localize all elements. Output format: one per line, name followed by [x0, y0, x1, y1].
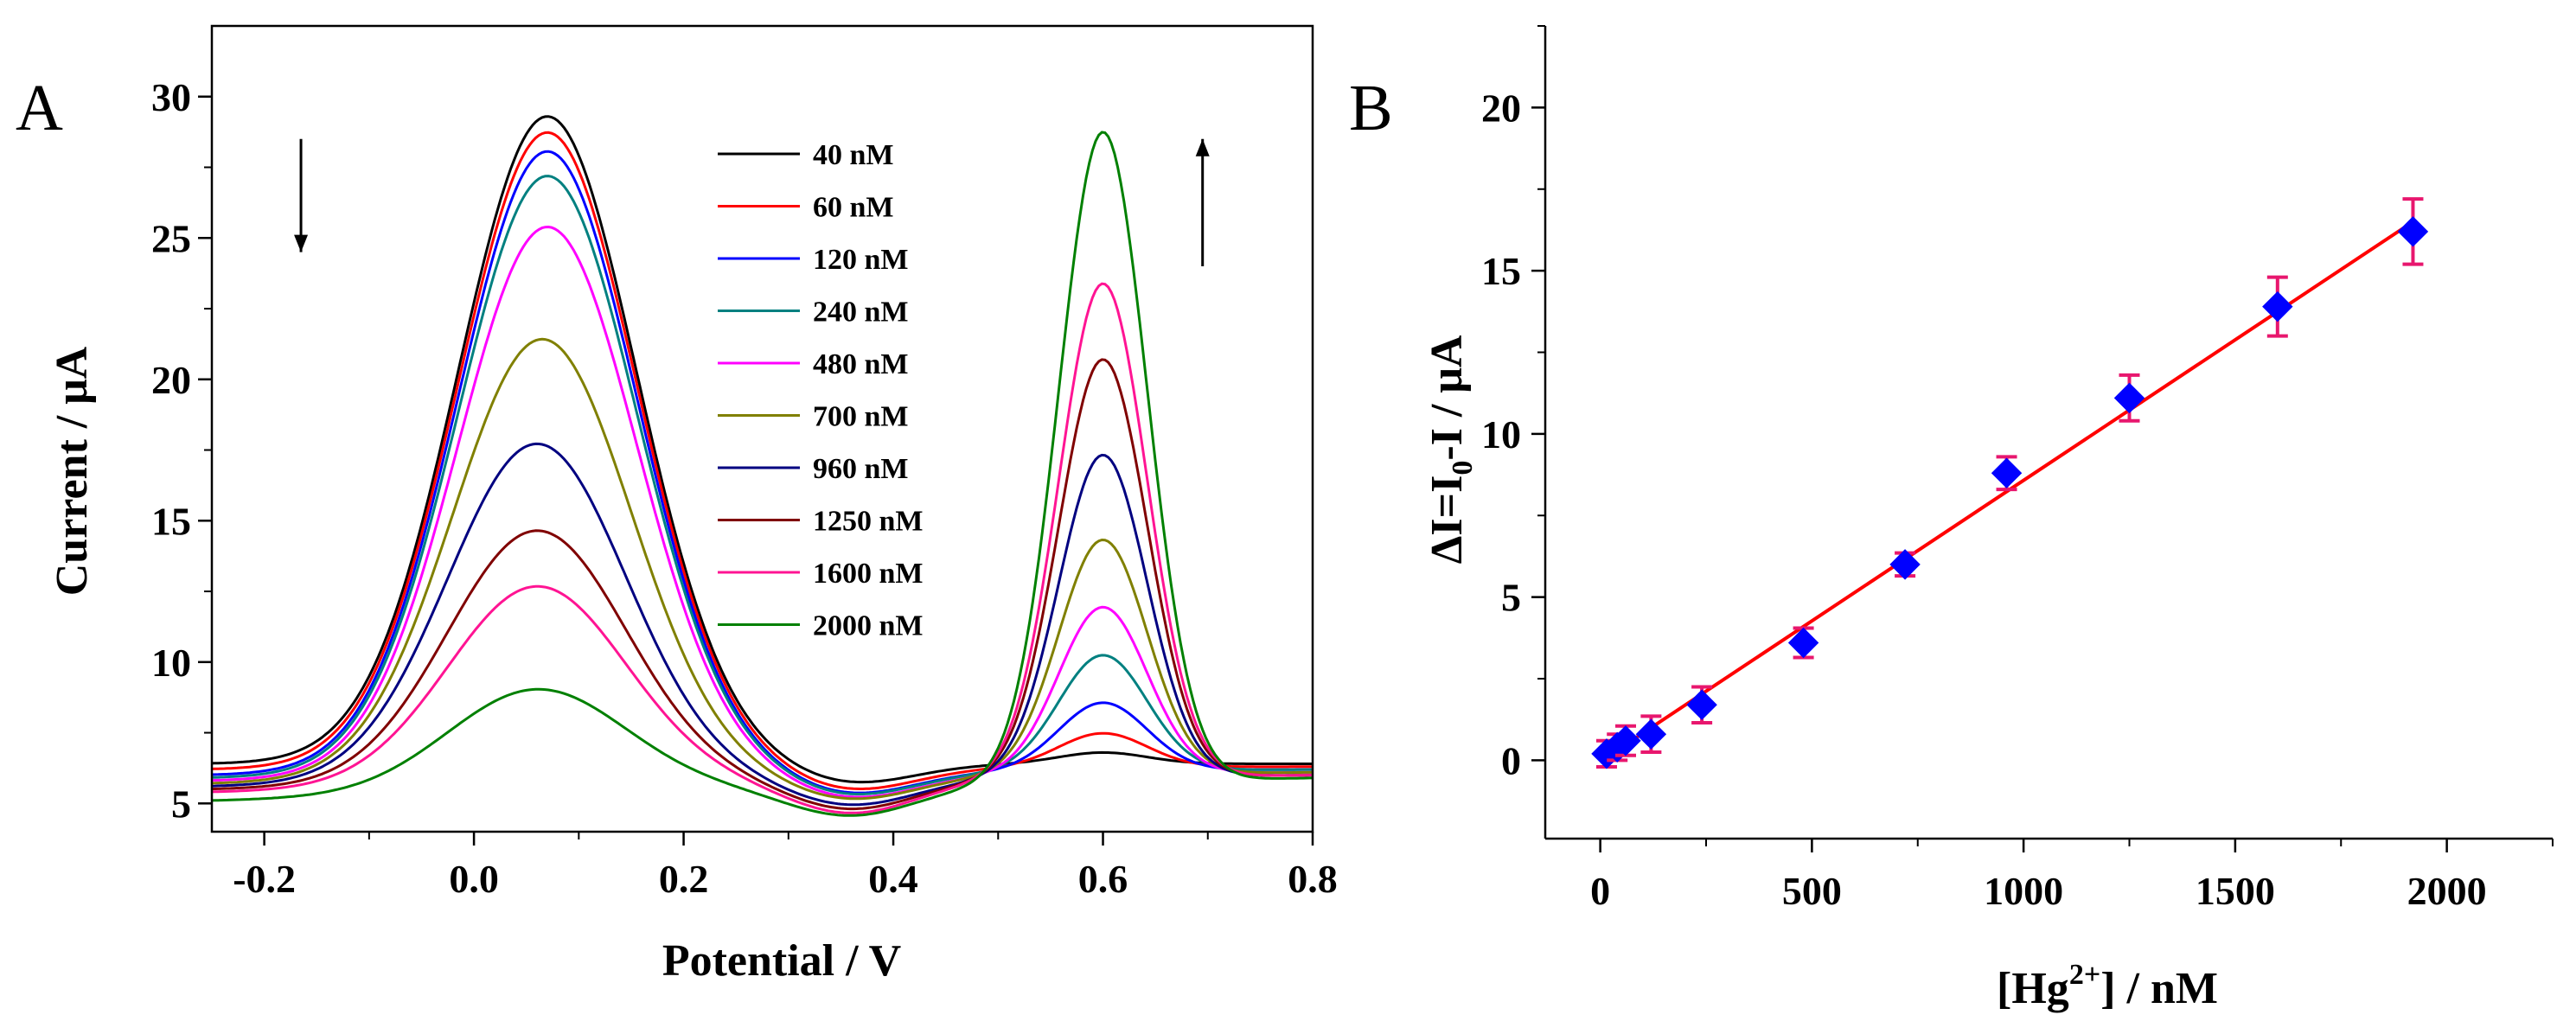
legend-label: 1250 nM	[813, 506, 924, 538]
panel-a-ylabel: Current / μA	[48, 346, 97, 596]
series-line-40-nM	[211, 115, 1313, 784]
legend-label: 480 nM	[813, 348, 909, 380]
annotation-arrow-up-head	[1195, 138, 1210, 156]
legend-label: 60 nM	[813, 192, 894, 224]
legend-label: 1600 nM	[813, 558, 924, 590]
panel-b: B 0 500 1000 1500 2000 0 5 10 15 20 [Hg2+] / nM Δ…	[1349, 25, 2554, 1013]
panel-b-ylabel: ΔI=I0-I / μA	[1422, 335, 1479, 564]
panel-b-xtick-label: 1000	[1984, 869, 2063, 913]
panel-a-xtick-label: -0.2	[233, 857, 296, 901]
series-line-2000-nM	[211, 131, 1313, 817]
panel-a-ytick-label: 25	[151, 216, 191, 260]
data-point	[2397, 216, 2429, 247]
panel-b-ytick-label: 5	[1501, 576, 1521, 620]
panel-a-xlabel: Potential / V	[662, 936, 901, 986]
panel-a-letter: A	[16, 72, 63, 144]
series-line-700-nM	[211, 337, 1314, 801]
panel-a-ytick-label: 15	[151, 499, 191, 543]
panel-a-ytick-label: 10	[151, 641, 191, 685]
panel-a-legend: 40 nM 60 nM 120 nM 240 nM 480 nM 700 nM 960 nM…	[718, 139, 924, 642]
annotation-arrow-down-head	[294, 234, 309, 252]
legend-label: 240 nM	[813, 297, 909, 329]
data-point	[1787, 627, 1819, 659]
series-line-480-nM	[211, 225, 1314, 799]
panel-b-ytick-label: 10	[1481, 412, 1521, 456]
panel-a-xtick-label: 0.2	[659, 857, 709, 901]
panel-a-ytick-label: 20	[151, 358, 191, 402]
panel-b-ytick-label: 0	[1501, 738, 1521, 782]
legend-label: 960 nM	[813, 453, 909, 485]
data-point	[1635, 718, 1667, 750]
panel-b-xtick-label: 2000	[2407, 869, 2487, 913]
series-line-240-nM	[211, 175, 1313, 795]
data-point	[1686, 689, 1717, 720]
panel-a-xtick-label: 0.6	[1078, 857, 1128, 901]
data-point	[2262, 290, 2293, 322]
series-line-1600-nM	[211, 282, 1313, 814]
panel-b-xtick-label: 0	[1590, 869, 1610, 913]
panel-a-ytick-label: 5	[171, 782, 191, 826]
series-line-960-nM	[211, 442, 1313, 807]
panel-a-ytick-label: 30	[151, 75, 191, 119]
panel-b-xlabel: [Hg2+] / nM	[1997, 959, 2218, 1013]
series-line-60-nM	[211, 131, 1313, 790]
legend-label: 700 nM	[813, 401, 909, 433]
legend-label: 40 nM	[813, 139, 894, 171]
panel-a-curves	[211, 115, 1314, 817]
panel-b-ytick-label: 15	[1481, 249, 1521, 293]
panel-a-xtick-label: 0.4	[868, 857, 918, 901]
panel-a-axes: -0.2 0.0 0.2 0.4 0.6 0.8 5 10 15 20 25 30	[151, 24, 1338, 901]
panel-a-xtick-label: 0.0	[449, 857, 499, 901]
panel-b-xtick-label: 1500	[2196, 869, 2275, 913]
panel-a-xtick-label: 0.8	[1288, 857, 1338, 901]
panel-a: A -0.2 0.0 0.2 0.4 0.6 0.8 5 10 15 20 25 30 Potenti…	[16, 24, 1338, 986]
data-point	[1889, 549, 1921, 580]
panel-b-points	[1591, 197, 2429, 769]
series-line-1250-nM	[211, 358, 1313, 811]
series-line-120-nM	[211, 150, 1313, 795]
legend-label: 120 nM	[813, 244, 909, 276]
panel-b-letter: B	[1349, 72, 1393, 144]
panel-b-axes: 0 500 1000 1500 2000 0 5 10 15 20	[1481, 25, 2554, 913]
data-point	[1610, 725, 1641, 756]
panel-b-xtick-label: 500	[1782, 869, 1842, 913]
panel-a-arrows	[294, 138, 1210, 266]
legend-label: 2000 nM	[813, 610, 924, 642]
panel-b-ytick-label: 20	[1481, 86, 1521, 130]
data-point	[1991, 457, 2023, 488]
data-point	[2113, 382, 2145, 414]
panel-a-frame	[210, 24, 1314, 833]
